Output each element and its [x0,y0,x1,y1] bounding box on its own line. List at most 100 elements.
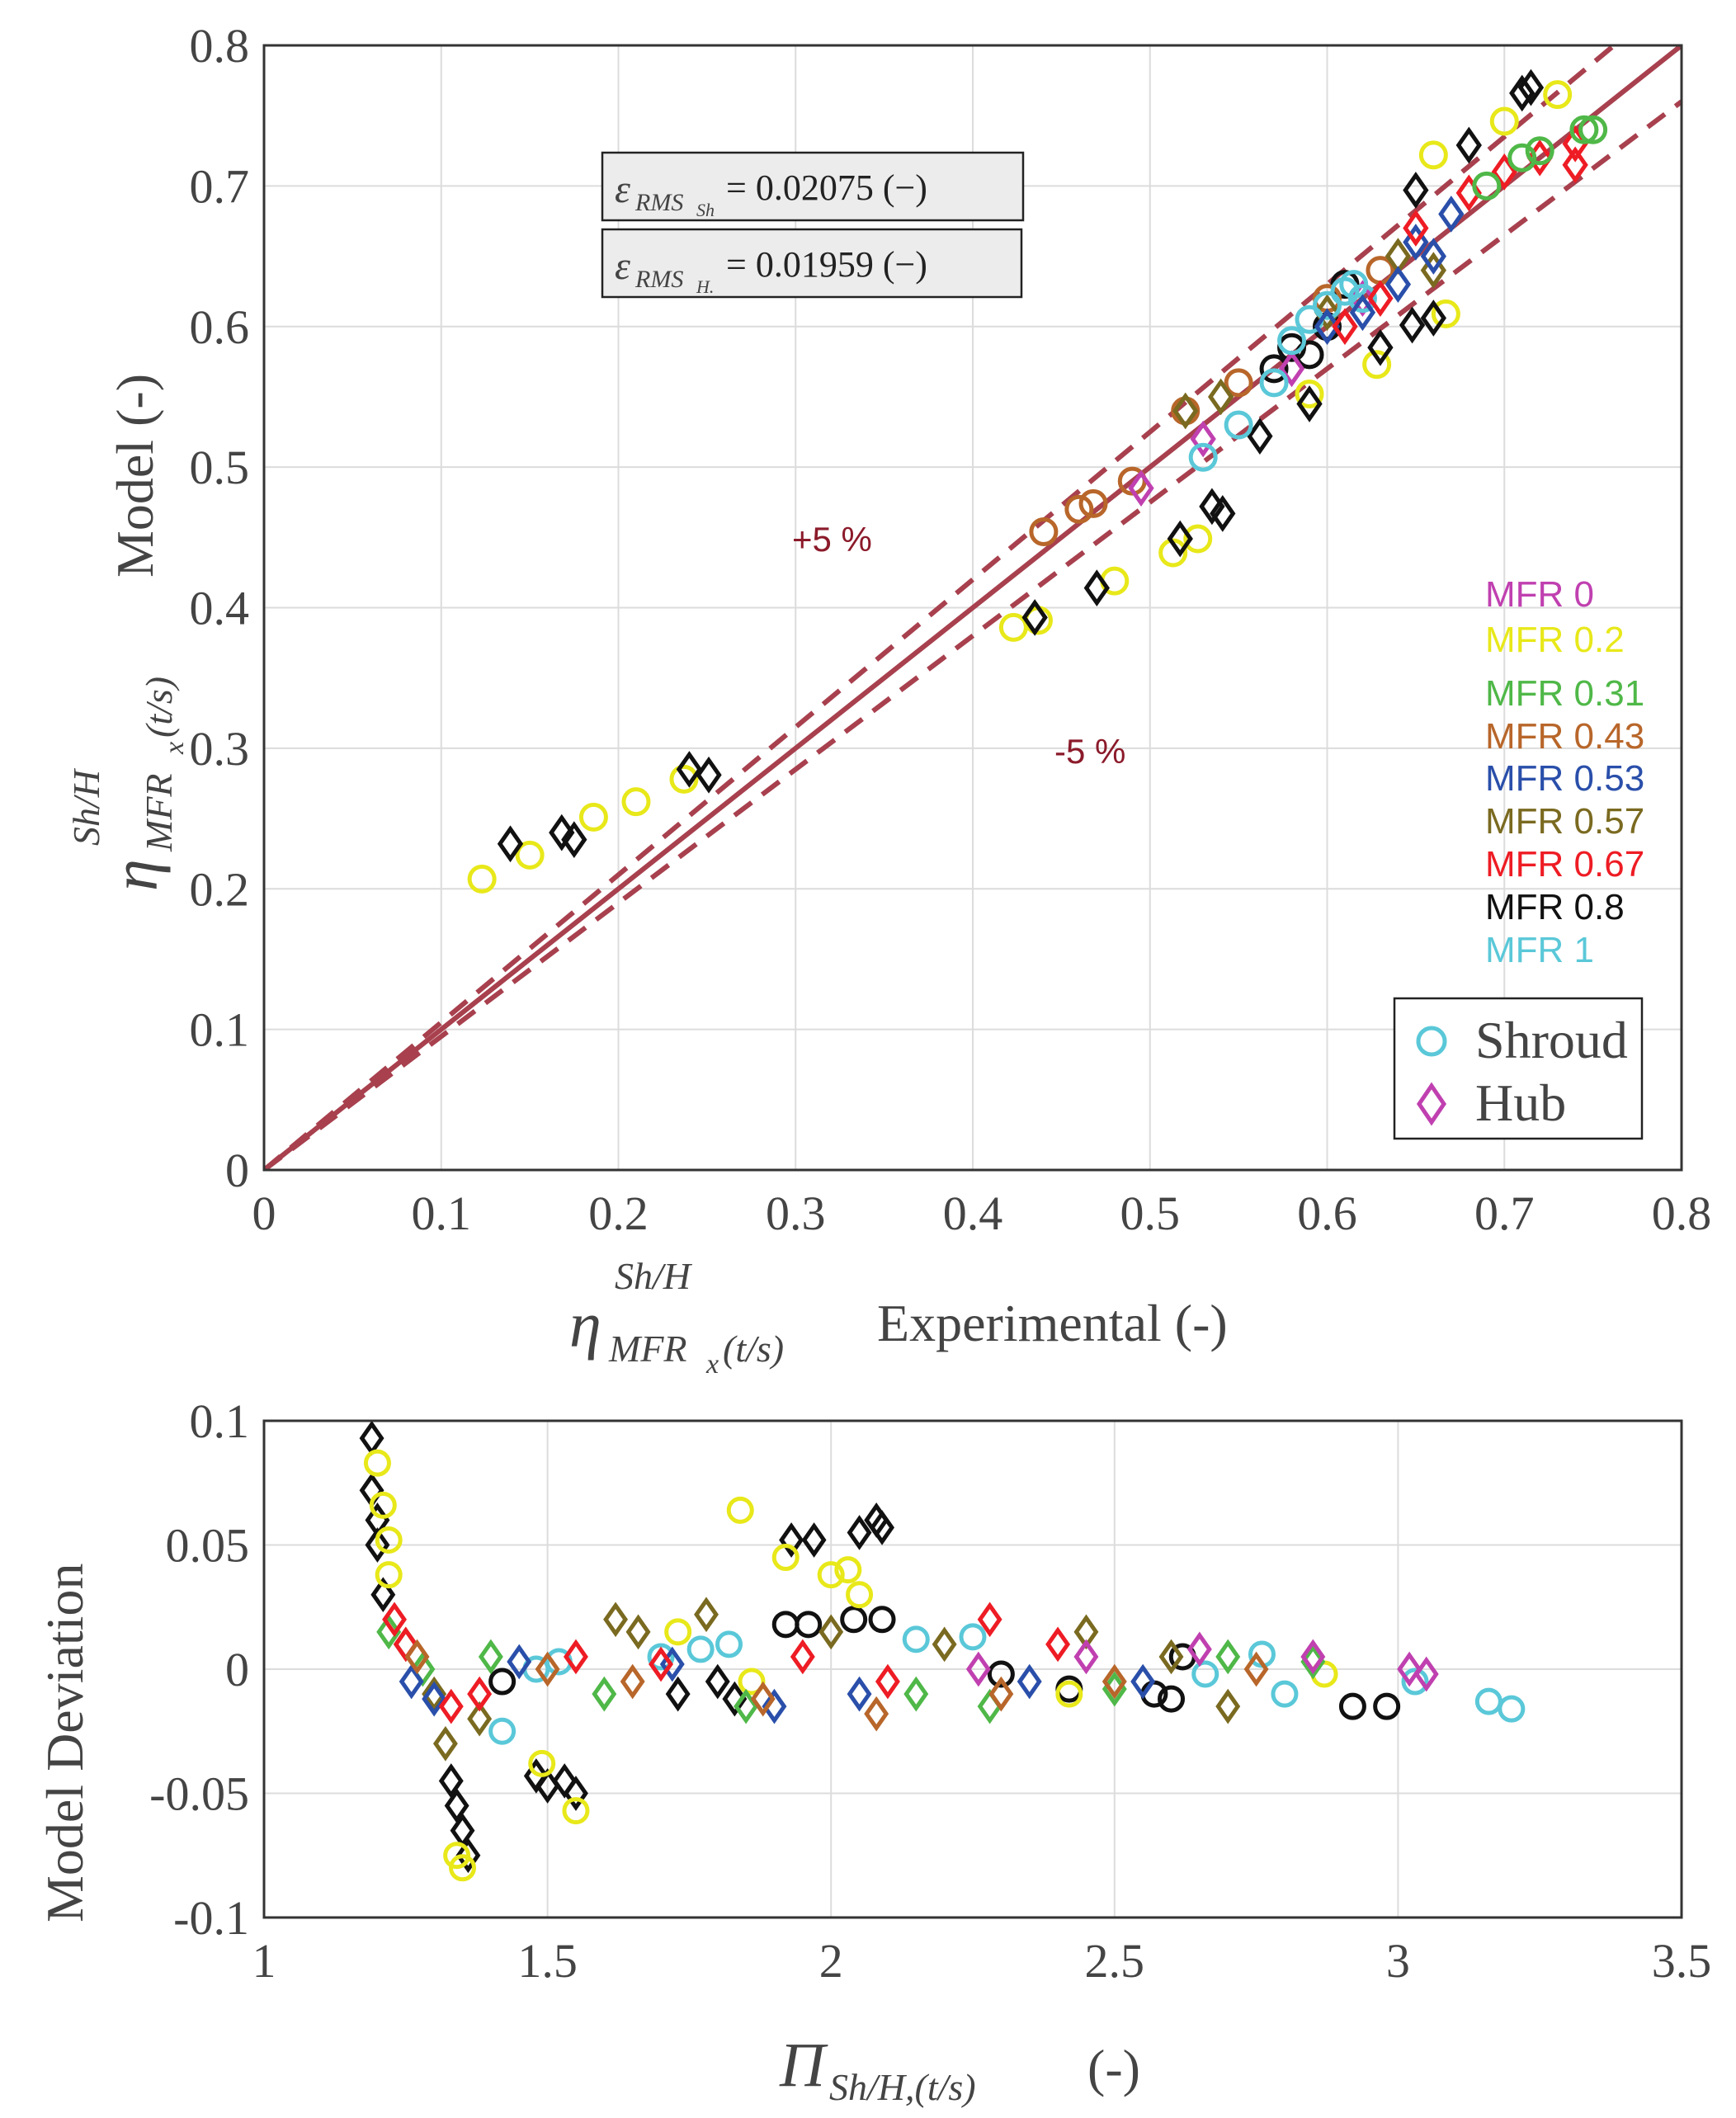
data-point-circle [562,1797,590,1825]
data-point-diamond [1349,294,1376,332]
legend-shroud-label: Shroud [1475,1011,1628,1069]
data-point-circle [1277,326,1307,356]
data-point-diamond [1332,308,1358,346]
mfr-legend-item: MFR 0.53 [1485,758,1644,799]
data-point-circle [846,1581,874,1609]
data-point-diamond [1397,1651,1422,1687]
data-point-diamond [694,1597,719,1633]
data-point-diamond [1243,1651,1269,1687]
data-point-diamond [478,1639,503,1675]
data-point-circle [1362,350,1392,380]
data-point-diamond [1247,417,1273,455]
top-tick-labels: 0 0.1 0.2 0.3 0.4 0.5 0.6 0.7 0.8 0 0.1 0.2 0.3 0.4 0.… [190,19,1712,1240]
data-point-diamond [932,1626,957,1663]
data-point-circle [1191,1660,1219,1688]
data-point-diamond [1300,1639,1326,1675]
data-point-diamond [1385,266,1412,303]
data-point-diamond [1455,126,1482,164]
data-point-diamond [1210,494,1236,532]
data-point-diamond [1300,1644,1326,1680]
data-point-circle [1507,143,1537,172]
top-y-tick-label: 0.1 [190,1003,250,1057]
data-point-circle [738,1668,766,1696]
data-point-diamond [1399,306,1426,344]
bottom-y-tick-label: -0.1 [173,1891,249,1945]
top-y-subsub: x [159,742,190,755]
top-y-subtail: (t/s) [138,677,180,738]
data-point-diamond [1130,1663,1156,1700]
bottom-x-pi: Π [779,2031,828,2100]
data-point-diamond [977,1688,1002,1724]
legend-hub-marker [1416,1082,1447,1126]
rms-hub-subsub: H. [696,276,714,297]
data-point-circle [1295,340,1324,370]
data-point-diamond [870,1510,895,1545]
data-point-circle [1064,494,1094,524]
data-point-circle [443,1842,471,1870]
data-point-diamond [467,1701,493,1737]
bottom-x-sub: Sh/H,(t/s) [829,2066,976,2108]
bottom-y-tick-label: 0 [225,1643,249,1696]
data-point-diamond [399,1663,424,1700]
data-point-circle [528,1749,556,1777]
top-y-tick-label: 0.7 [190,159,250,213]
data-point-diamond [818,1614,844,1650]
data-point-diamond [564,1639,588,1675]
data-point-circle [488,1668,517,1696]
data-point-circle [1578,115,1608,144]
bottom-x-tick-label: 3 [1386,1934,1410,1988]
data-point-circle [1313,290,1342,320]
bottom-x-tick-label: 1.5 [517,1934,578,1988]
data-point-diamond [875,1663,900,1700]
rms-shroud-subsub: Sh [696,200,715,220]
data-point-circle [1498,1695,1526,1723]
data-point-diamond [376,1614,402,1650]
data-point-diamond [1562,146,1588,184]
top-x-subtail: (t/s) [723,1328,784,1370]
data-point-circle [795,1611,823,1639]
data-point-circle [1347,284,1377,314]
data-point-circle [987,1660,1015,1688]
data-point-circle [1295,380,1324,409]
data-point-diamond [1314,308,1341,346]
bottom-x-tick-label: 2.5 [1085,1934,1145,1988]
top-x-tick-label: 0.4 [943,1186,1003,1240]
rms-hub-sub: RMS [634,266,683,293]
top-y-tick-label: 0.5 [190,441,250,494]
data-point-diamond [1367,328,1394,366]
data-point-diamond [1517,68,1545,106]
bottom-x-tick-label: 3.5 [1652,1934,1712,1988]
top-y-text: Model (-) [106,374,164,578]
data-point-circle [1224,410,1253,440]
data-point-diamond [564,1776,588,1811]
top-y-tick-label: 0.4 [190,582,250,635]
data-point-circle [1224,368,1253,398]
data-point-diamond [1021,599,1048,636]
bottom-y-tick-label: -0.05 [149,1767,249,1821]
mfr-legend-item: MFR 0 [1485,574,1594,615]
rms-box-shroud: ε RMS Sh = 0.02075 (−) [601,151,1025,222]
data-point-diamond [1413,1656,1439,1692]
top-y-sup: Sh/H [65,767,107,846]
data-point-diamond [467,1676,493,1712]
annotation-minus-5: -5 % [1054,732,1125,771]
bottom-y-tick-label: 0.05 [166,1519,250,1573]
data-point-circle [1158,1685,1186,1713]
rms-hub-eps: ε [615,244,630,288]
bottom-y-tick-label: 0.1 [190,1394,250,1448]
reference-line-dashed [264,99,1682,1170]
data-point-circle [664,1618,692,1646]
data-point-circle [621,787,651,817]
data-point-circle [369,1491,397,1519]
data-point-diamond [801,1522,827,1558]
data-point-diamond [359,1421,384,1456]
data-point-diamond [620,1663,645,1700]
data-point-diamond [438,1688,464,1724]
data-point-diamond [497,825,524,863]
data-point-circle [1474,1687,1502,1715]
top-y-axis-label: η Sh/H MFR x (t/s) Model (-) [65,374,190,891]
data-point-circle [647,1643,675,1671]
bottom-x-text: (-) [1087,2039,1140,2097]
data-point-diamond [1314,294,1341,332]
